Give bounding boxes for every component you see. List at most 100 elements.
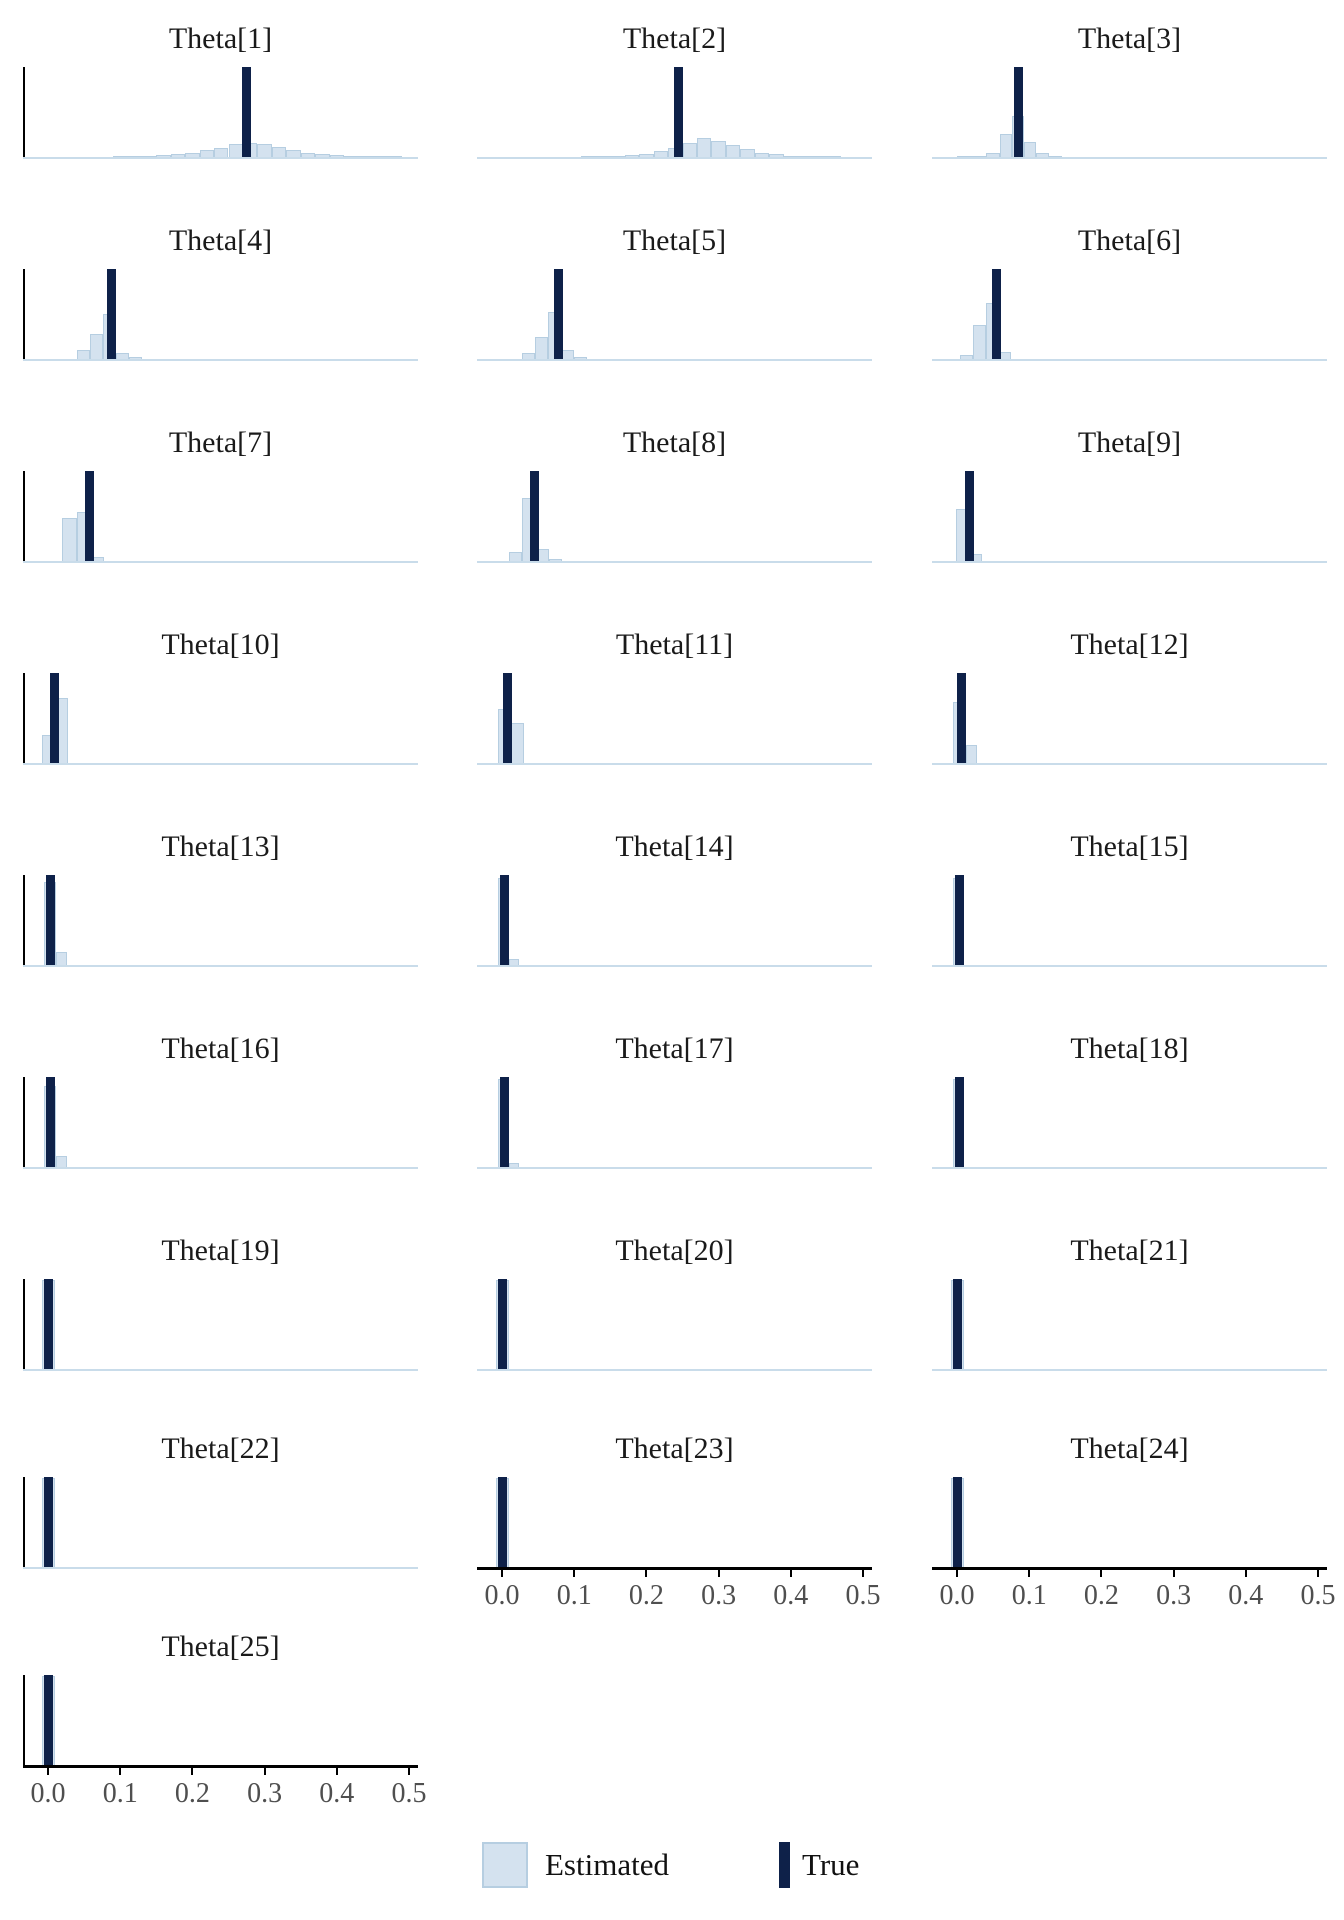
x-axis-tick (1100, 1569, 1103, 1577)
x-axis-tick (1317, 1569, 1319, 1577)
hist-bin (55, 1156, 67, 1167)
true-swatch-icon (779, 1842, 790, 1888)
panel-title: Theta[22] (161, 1432, 280, 1465)
hist-bin (214, 147, 229, 157)
panel-title: Theta[14] (615, 830, 734, 863)
x-tick-label: 0.2 (174, 1778, 210, 1809)
true-bar (953, 1279, 963, 1371)
hist-bin (754, 152, 770, 157)
true-bar (498, 1279, 508, 1371)
x-axis-tick (119, 1767, 122, 1775)
panel-title: Theta[21] (1070, 1234, 1189, 1267)
baseline (932, 1369, 1327, 1371)
hist-bin (711, 140, 726, 157)
y-axis-line (23, 1077, 26, 1169)
x-axis-tick (645, 1569, 648, 1577)
true-bar (84, 471, 94, 563)
panel-title: Theta[18] (1070, 1032, 1189, 1065)
baseline (477, 561, 872, 563)
hist-bin (725, 145, 741, 157)
hist-bin (595, 156, 611, 157)
x-tick-label: 0.2 (1083, 1580, 1119, 1611)
x-axis-tick (717, 1569, 720, 1577)
x-tick-label: 0.4 (319, 1778, 355, 1809)
true-bar (992, 269, 1002, 361)
panel-title: Theta[15] (1070, 830, 1189, 863)
y-axis-line (23, 269, 26, 361)
estimated-swatch-icon (482, 1842, 528, 1888)
hist-bin (682, 143, 697, 157)
baseline (932, 157, 1327, 159)
hist-bin (769, 154, 784, 157)
x-axis-line (477, 1567, 872, 1570)
hist-bin (965, 745, 978, 763)
hist-bin (185, 152, 200, 157)
hist-bin (971, 156, 986, 157)
hist-bin (957, 155, 972, 157)
true-bar (107, 269, 117, 361)
x-tick-label: 0.3 (701, 1580, 737, 1611)
baseline (23, 763, 418, 765)
hist-bin (76, 350, 90, 359)
hist-bin (128, 357, 142, 359)
panel-title: Theta[9] (1077, 426, 1182, 459)
hist-bin (55, 952, 67, 965)
baseline (23, 1369, 418, 1371)
true-bar (44, 1279, 54, 1371)
x-tick-label: 0.3 (1156, 1580, 1192, 1611)
hist-bin (89, 333, 103, 359)
y-axis-line (23, 673, 26, 765)
true-bar (956, 673, 966, 765)
hist-bin (329, 155, 345, 157)
hist-bin (156, 155, 171, 157)
hist-bin (826, 156, 842, 157)
hist-bin (127, 156, 142, 157)
panel-title: Theta[6] (1077, 224, 1182, 257)
panel-title: Theta[19] (161, 1234, 280, 1267)
legend-label-true: True (802, 1847, 860, 1882)
panel-title: Theta[16] (161, 1032, 280, 1065)
hist-bin (509, 1162, 520, 1167)
panel-title: Theta[20] (615, 1234, 734, 1267)
hist-bin (574, 357, 588, 359)
x-tick-label: 0.0 (484, 1580, 520, 1611)
true-bar (44, 1675, 54, 1767)
x-axis-tick (956, 1569, 958, 1577)
true-bar (553, 269, 563, 361)
hist-bin (581, 156, 596, 157)
hist-bin (199, 150, 215, 157)
x-tick-label: 0.3 (247, 1778, 283, 1809)
baseline (932, 561, 1327, 563)
hist-bin (696, 138, 712, 157)
x-axis-line (23, 1765, 418, 1768)
hist-bin (639, 153, 654, 157)
panel-title: Theta[7] (168, 426, 273, 459)
hist-bin (610, 155, 625, 157)
panel-title: Theta[2] (622, 22, 727, 55)
hist-bin (624, 155, 640, 157)
baseline (23, 359, 418, 361)
y-axis-line (23, 1279, 26, 1371)
true-bar (44, 1477, 54, 1569)
x-axis-tick (1244, 1569, 1247, 1577)
hist-bin (783, 155, 799, 157)
x-tick-label: 0.0 (939, 1580, 975, 1611)
x-tick-label: 0.5 (1300, 1580, 1336, 1611)
y-axis-line (23, 1477, 26, 1569)
hist-bin (798, 156, 813, 157)
baseline (23, 965, 418, 967)
true-bar (674, 67, 684, 159)
x-axis-tick (1172, 1569, 1175, 1577)
true-bar (46, 1077, 56, 1169)
true-bar (954, 1077, 964, 1169)
y-axis-line (23, 1675, 26, 1767)
hist-bin (1048, 155, 1062, 157)
baseline (932, 1167, 1327, 1169)
hist-bin (1036, 152, 1049, 157)
baseline (477, 965, 872, 967)
panel-title: Theta[5] (622, 224, 727, 257)
baseline (477, 1369, 872, 1371)
y-axis-line (23, 67, 26, 159)
panel-title: Theta[24] (1070, 1432, 1189, 1465)
hist-bin (315, 154, 330, 157)
